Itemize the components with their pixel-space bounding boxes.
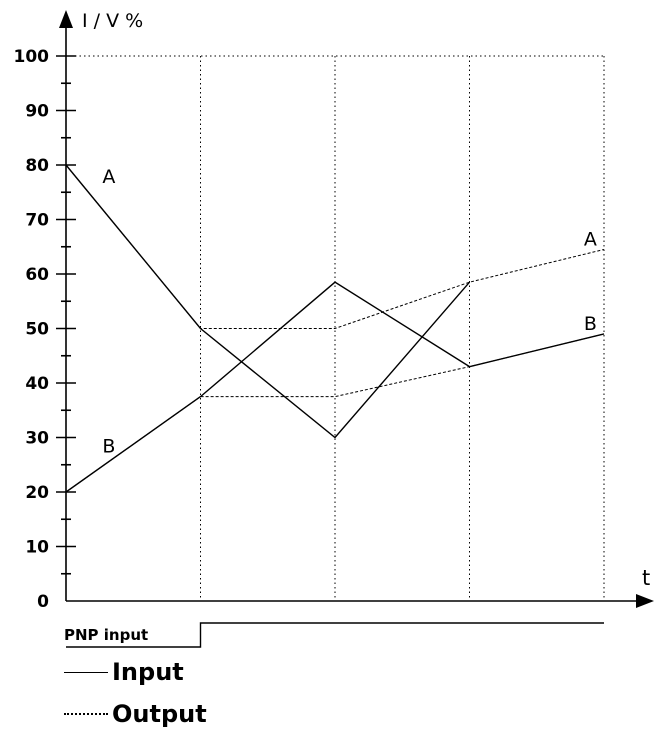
x-axis-arrow-icon: [636, 594, 654, 608]
legend-dotted-line-icon: [64, 713, 108, 715]
legend-output: Output: [64, 700, 207, 728]
series-label-a: A: [584, 229, 597, 251]
y-tick-label: 50: [25, 320, 49, 340]
y-tick-label: 100: [14, 47, 50, 67]
series-label-b: B: [102, 436, 115, 458]
y-tick-label: 80: [25, 156, 49, 176]
y-tick-label: 90: [25, 102, 49, 122]
y-axis-label: I / V %: [82, 10, 143, 32]
legend-input-label: Input: [112, 658, 184, 686]
y-tick-label: 10: [25, 538, 49, 558]
y-tick-label: 0: [37, 592, 49, 612]
series-label-b: B: [584, 313, 597, 335]
legend-output-label: Output: [112, 700, 207, 728]
legend-input: Input: [64, 658, 184, 686]
y-tick-label: 30: [25, 429, 49, 449]
y-tick-label: 60: [25, 265, 49, 285]
input-series-line-a: [65, 164, 471, 439]
input-series-line-a: [469, 333, 605, 368]
y-tick-label: 40: [25, 374, 49, 394]
pnp-input-label: PNP input: [64, 626, 148, 644]
pnp-input-signal: [66, 622, 604, 648]
series-label-a: A: [102, 166, 115, 188]
chart-area: 0 10 20 30 40 50 60 70 80 90 100 I / V % t A B A B PNP in…: [14, 10, 654, 648]
y-axis-arrow-icon: [59, 10, 73, 28]
legend-solid-line-icon: [64, 671, 108, 673]
y-tick-label: 20: [25, 483, 49, 503]
x-axis-label: t: [642, 566, 650, 590]
y-tick-label: 70: [25, 211, 49, 231]
input-series-line-b: [65, 281, 470, 493]
